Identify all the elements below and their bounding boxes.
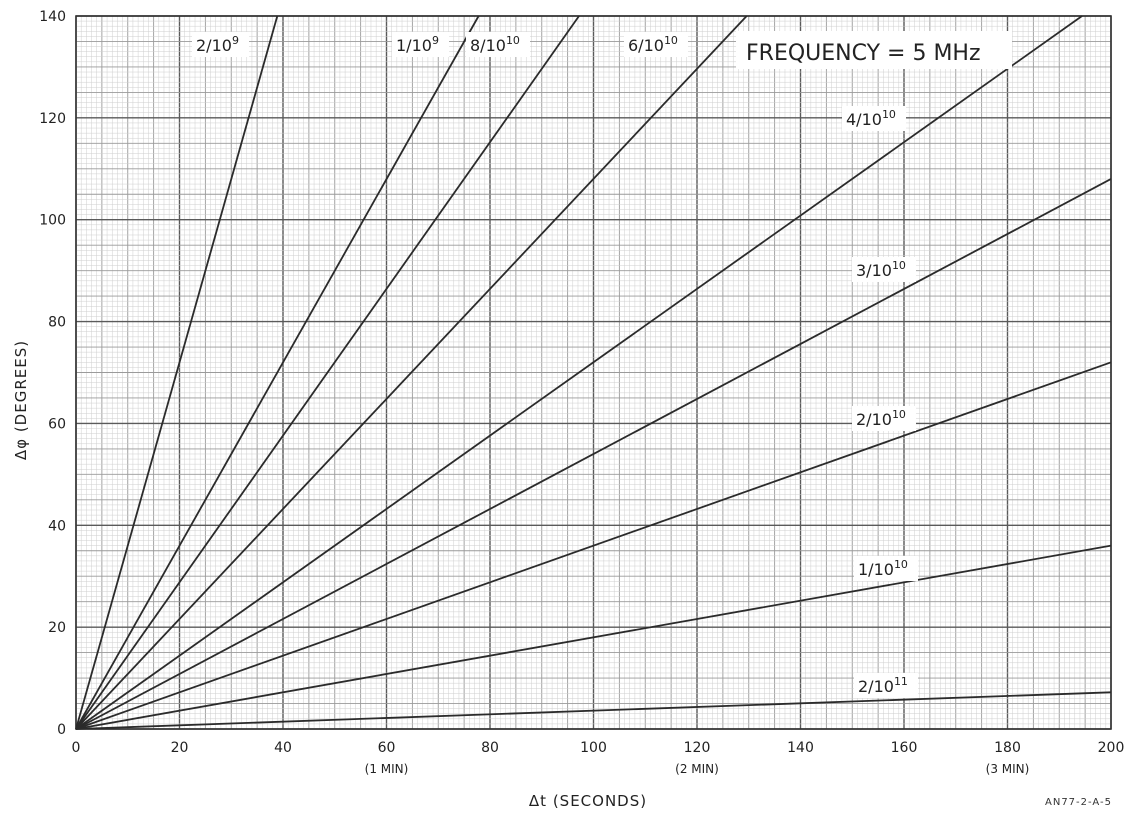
series-line-5 xyxy=(75,15,1083,730)
series-line-7 xyxy=(75,361,1112,730)
y-axis-label: Δφ (DEGREES) xyxy=(12,340,30,460)
frequency-box: FREQUENCY = 5 MHz xyxy=(736,31,1012,69)
series-label-bg xyxy=(852,406,916,431)
series-label-bg xyxy=(466,32,530,57)
series-line-6 xyxy=(75,178,1112,730)
series-label-8: 1/1010 xyxy=(858,558,908,579)
series-label-6: 3/1010 xyxy=(856,259,906,280)
y-tick-label: 80 xyxy=(48,315,66,331)
series-line-4 xyxy=(75,15,748,730)
chart-title: FREQUENCY = 5 MHz xyxy=(746,41,981,66)
x-sublabel: (3 MIN) xyxy=(986,762,1030,776)
series-line-3 xyxy=(75,15,580,730)
plot-frame xyxy=(75,15,1112,730)
series-labels: 2/109 1/109 8/1010 6/1010 4/1010 3/1010 2/1010… xyxy=(192,32,918,698)
x-axis-label: Δt (SECONDS) xyxy=(529,792,647,810)
series-line-1 xyxy=(75,15,279,730)
x-tick-label: 120 xyxy=(684,740,711,756)
series-line-2 xyxy=(75,15,480,730)
series-label-4: 6/1010 xyxy=(628,34,678,55)
chart-grid xyxy=(75,15,1112,730)
x-sublabel: (1 MIN) xyxy=(365,762,409,776)
x-tick-label: 160 xyxy=(891,740,918,756)
series-label-bg xyxy=(624,32,688,57)
series-label-bg xyxy=(842,106,906,131)
y-tick-label: 40 xyxy=(48,518,66,534)
y-tick-label: 120 xyxy=(39,111,66,127)
series-line-9 xyxy=(75,691,1112,730)
series-label-3: 8/1010 xyxy=(470,34,520,55)
series-label-bg xyxy=(852,257,916,282)
x-tick-label: 80 xyxy=(481,740,499,756)
series-label-7: 2/1010 xyxy=(856,408,906,429)
series-lines xyxy=(75,15,1112,730)
x-tick-label: 180 xyxy=(994,740,1021,756)
y-tick-label: 60 xyxy=(48,416,66,432)
series-label-5: 4/1010 xyxy=(846,108,896,129)
series-label-2: 1/109 xyxy=(396,34,439,55)
series-label-bg xyxy=(392,32,449,57)
x-tick-label: 60 xyxy=(378,740,396,756)
x-tick-label: 40 xyxy=(274,740,292,756)
series-label-bg xyxy=(854,673,918,698)
x-tick-label: 200 xyxy=(1098,740,1125,756)
x-tick-label: 140 xyxy=(787,740,814,756)
x-tick-label: 20 xyxy=(171,740,189,756)
series-line-8 xyxy=(75,544,1112,730)
figure-code: AN77-2-A-5 xyxy=(1045,797,1112,808)
series-label-bg xyxy=(854,556,918,581)
y-tick-label: 140 xyxy=(39,9,66,25)
series-label-1: 2/109 xyxy=(196,34,239,55)
x-tick-label: 100 xyxy=(580,740,607,756)
x-sublabel: (2 MIN) xyxy=(675,762,719,776)
y-tick-label: 20 xyxy=(48,620,66,636)
series-label-bg xyxy=(192,32,249,57)
axis-ticks: 0 20 40 60 80 100 120 140 160 180 200 0 20 40 60 80 100 1… xyxy=(39,9,1124,776)
series-label-9: 2/1011 xyxy=(858,675,908,696)
x-tick-label: 0 xyxy=(72,740,81,756)
y-tick-label: 0 xyxy=(57,722,66,738)
y-tick-label: 100 xyxy=(39,213,66,229)
